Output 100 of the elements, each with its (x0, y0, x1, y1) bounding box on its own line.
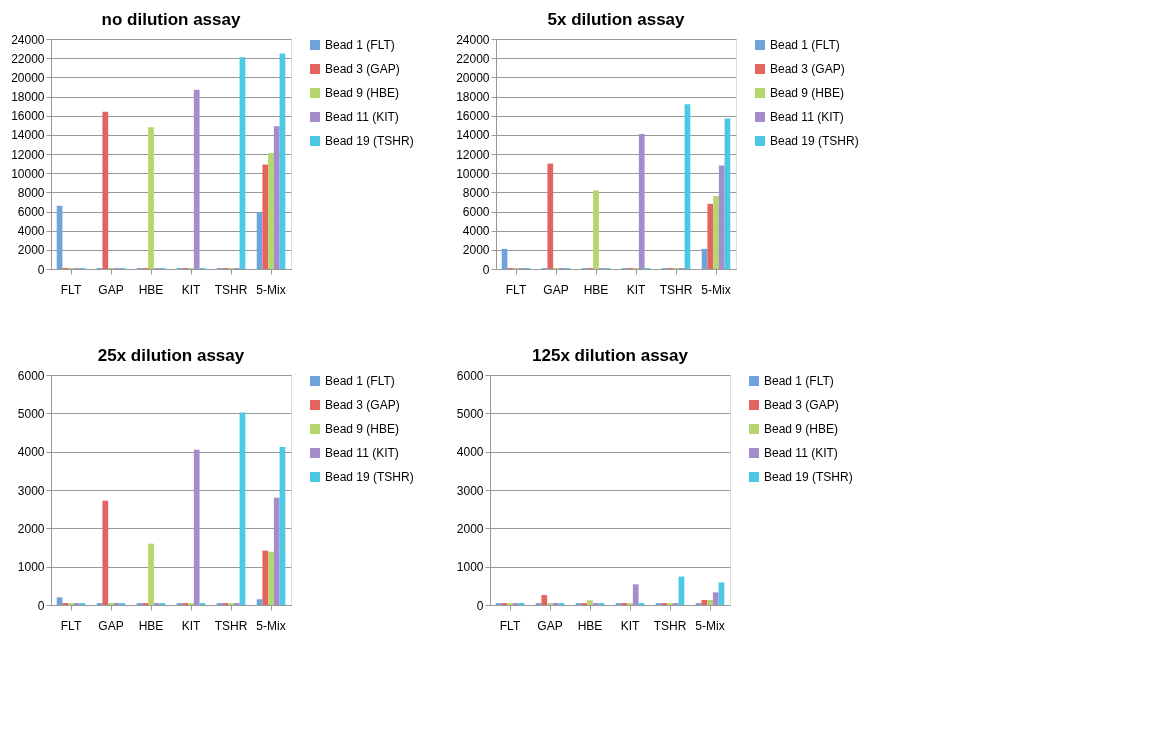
bar (193, 89, 200, 269)
legend-label: Bead 9 (HBE) (325, 86, 400, 100)
y-tick-label: 16000 (11, 109, 45, 124)
bar (256, 599, 263, 605)
bar (102, 500, 109, 605)
legend-label: Bead 19 (TSHR) (325, 470, 414, 484)
y-tick-label: 18000 (456, 90, 490, 104)
y-tick-label: 5000 (17, 406, 45, 421)
legend-label: Bead 19 (TSHR) (325, 134, 414, 148)
x-tick-label: FLT (505, 282, 527, 297)
y-tick-label: 20000 (456, 70, 490, 85)
y-tick-label: 1000 (456, 560, 484, 575)
y-tick-label: 24000 (11, 32, 45, 47)
bar (593, 190, 599, 269)
y-tick-label: 2000 (17, 521, 45, 536)
bar (701, 600, 708, 605)
bar (268, 551, 274, 605)
y-tick-label: 3000 (456, 483, 484, 498)
x-tick-label: TSHR (214, 618, 248, 633)
y-tick-label: 16000 (456, 109, 490, 124)
y-tick-label: 14000 (456, 128, 490, 143)
x-tick-label: KIT (181, 618, 201, 633)
bar (273, 497, 280, 605)
chart-title: 25x dilution assay (97, 346, 245, 365)
x-tick-label: FLT (499, 618, 521, 633)
bar (56, 597, 63, 605)
x-tick-label: GAP (543, 282, 569, 297)
x-tick-label: 5-Mix (256, 618, 286, 633)
y-tick-label: 5000 (456, 406, 484, 421)
legend-label: Bead 3 (GAP) (325, 398, 400, 412)
bar (638, 133, 645, 269)
y-tick-label: 0 (476, 598, 484, 613)
y-tick-label: 0 (37, 598, 45, 613)
y-tick-label: 14000 (11, 128, 45, 143)
y-tick-label: 6000 (17, 368, 45, 383)
x-tick-label: KIT (626, 282, 646, 297)
x-tick-label: TSHR (659, 282, 693, 297)
x-tick-label: KIT (181, 282, 201, 297)
y-tick-label: 4000 (462, 224, 490, 239)
y-tick-label: 8000 (17, 185, 45, 200)
bar (268, 153, 274, 269)
bar (718, 165, 725, 269)
legend-label: Bead 11 (KIT) (770, 110, 844, 124)
y-tick-label: 18000 (11, 90, 45, 104)
bar (262, 164, 269, 269)
legend-label: Bead 3 (GAP) (770, 62, 845, 76)
x-tick-label: HBE (583, 282, 609, 297)
x-tick-label: FLT (60, 282, 82, 297)
legend-label: Bead 1 (FLT) (325, 374, 395, 388)
legend-label: Bead 3 (GAP) (764, 398, 839, 412)
y-tick-label: 10000 (11, 166, 45, 181)
y-tick-label: 4000 (456, 445, 484, 460)
bar (148, 543, 154, 605)
x-tick-label: GAP (98, 618, 124, 633)
x-tick-label: HBE (138, 282, 164, 297)
bar (713, 196, 719, 269)
bar (547, 163, 554, 269)
chart-title: no dilution assay (101, 10, 241, 29)
y-tick-label: 2000 (17, 243, 45, 258)
chart-title: 5x dilution assay (547, 10, 686, 29)
legend-label: Bead 1 (FLT) (325, 38, 395, 52)
x-tick-label: 5-Mix (256, 282, 286, 297)
y-tick-label: 0 (482, 262, 490, 277)
x-tick-label: GAP (98, 282, 124, 297)
legend-label: Bead 9 (HBE) (325, 422, 400, 436)
y-tick-label: 4000 (17, 445, 45, 460)
bar (273, 126, 280, 269)
bar (712, 592, 719, 605)
chart-title: 125x dilution assay (532, 346, 689, 365)
x-tick-label: HBE (577, 618, 603, 633)
y-tick-label: 1000 (17, 560, 45, 575)
y-tick-label: 24000 (456, 32, 490, 47)
legend-label: Bead 1 (FLT) (770, 38, 840, 52)
y-tick-label: 6000 (462, 205, 490, 219)
legend-label: Bead 11 (KIT) (764, 446, 838, 460)
y-tick-label: 0 (37, 262, 45, 277)
x-tick-label: GAP (537, 618, 563, 633)
x-tick-label: 5-Mix (701, 282, 731, 297)
legend-label: Bead 11 (KIT) (325, 446, 399, 460)
bar (632, 584, 639, 605)
bar (148, 127, 154, 269)
x-tick-label: TSHR (653, 618, 687, 633)
legend-label: Bead 9 (HBE) (764, 422, 839, 436)
legend-label: Bead 11 (KIT) (325, 110, 399, 124)
bar (541, 595, 548, 605)
y-tick-label: 2000 (462, 243, 490, 258)
y-tick-label: 22000 (456, 51, 490, 66)
x-tick-label: 5-Mix (695, 618, 725, 633)
x-tick-label: KIT (620, 618, 640, 633)
legend-label: Bead 19 (TSHR) (770, 134, 859, 148)
legend-label: Bead 19 (TSHR) (764, 470, 853, 484)
bar (707, 600, 713, 605)
bar (193, 449, 200, 605)
x-tick-label: HBE (138, 618, 164, 633)
y-tick-label: 20000 (11, 70, 45, 85)
legend-label: Bead 3 (GAP) (325, 62, 400, 76)
bar (707, 203, 714, 269)
x-tick-label: TSHR (214, 282, 248, 297)
y-tick-label: 2000 (456, 521, 484, 536)
legend-label: Bead 1 (FLT) (764, 374, 834, 388)
